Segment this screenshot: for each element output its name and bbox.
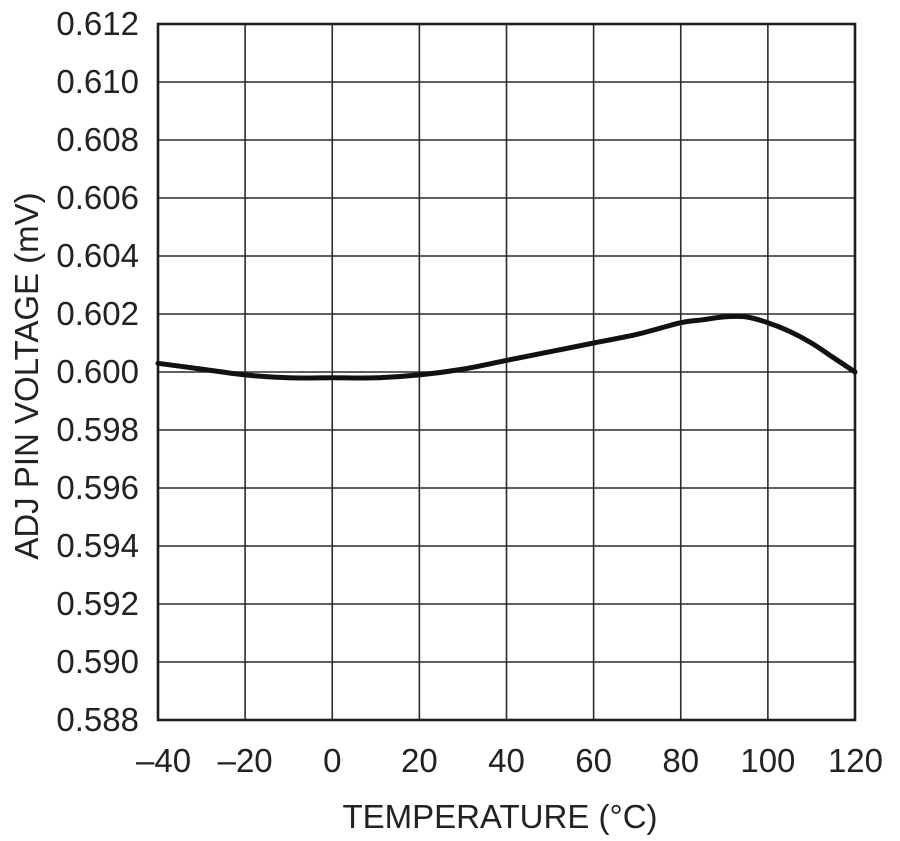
y-tick-label: 0.604 (56, 237, 139, 274)
y-tick-label: 0.602 (56, 295, 139, 332)
series-line-0 (155, 313, 858, 381)
y-tick-label: 0.592 (56, 585, 139, 622)
x-tick-labels: –40 –20 0 20 40 60 80 100 120 (136, 742, 883, 779)
x-tick-label: –20 (218, 742, 273, 779)
y-tick-label: 0.606 (56, 179, 139, 216)
x-tick-label: 80 (662, 742, 699, 779)
x-tick-label: 100 (740, 742, 795, 779)
x-tick-label: 0 (323, 742, 341, 779)
series-layer (155, 313, 858, 381)
y-tick-labels: 0.588 0.590 0.592 0.594 0.596 0.598 0.600 0.602… (56, 5, 139, 738)
x-tick-label: 20 (401, 742, 438, 779)
y-tick-label: 0.608 (56, 121, 139, 158)
y-tick-label: 0.610 (56, 63, 139, 100)
x-tick-label: 60 (575, 742, 612, 779)
y-tick-label: 0.588 (56, 701, 139, 738)
y-tick-label: 0.596 (56, 469, 139, 506)
x-tick-label: 120 (828, 742, 883, 779)
x-tick-label: –40 (136, 742, 191, 779)
y-tick-label: 0.594 (56, 527, 139, 564)
y-axis-title: ADJ PIN VOLTAGE (mV) (8, 192, 45, 559)
y-tick-label: 0.612 (56, 5, 139, 42)
y-tick-label: 0.600 (56, 353, 139, 390)
x-tick-label: 40 (488, 742, 525, 779)
grid (157, 23, 856, 721)
y-tick-label: 0.598 (56, 411, 139, 448)
x-axis-title: TEMPERATURE (°C) (342, 798, 657, 835)
y-tick-label: 0.590 (56, 643, 139, 680)
